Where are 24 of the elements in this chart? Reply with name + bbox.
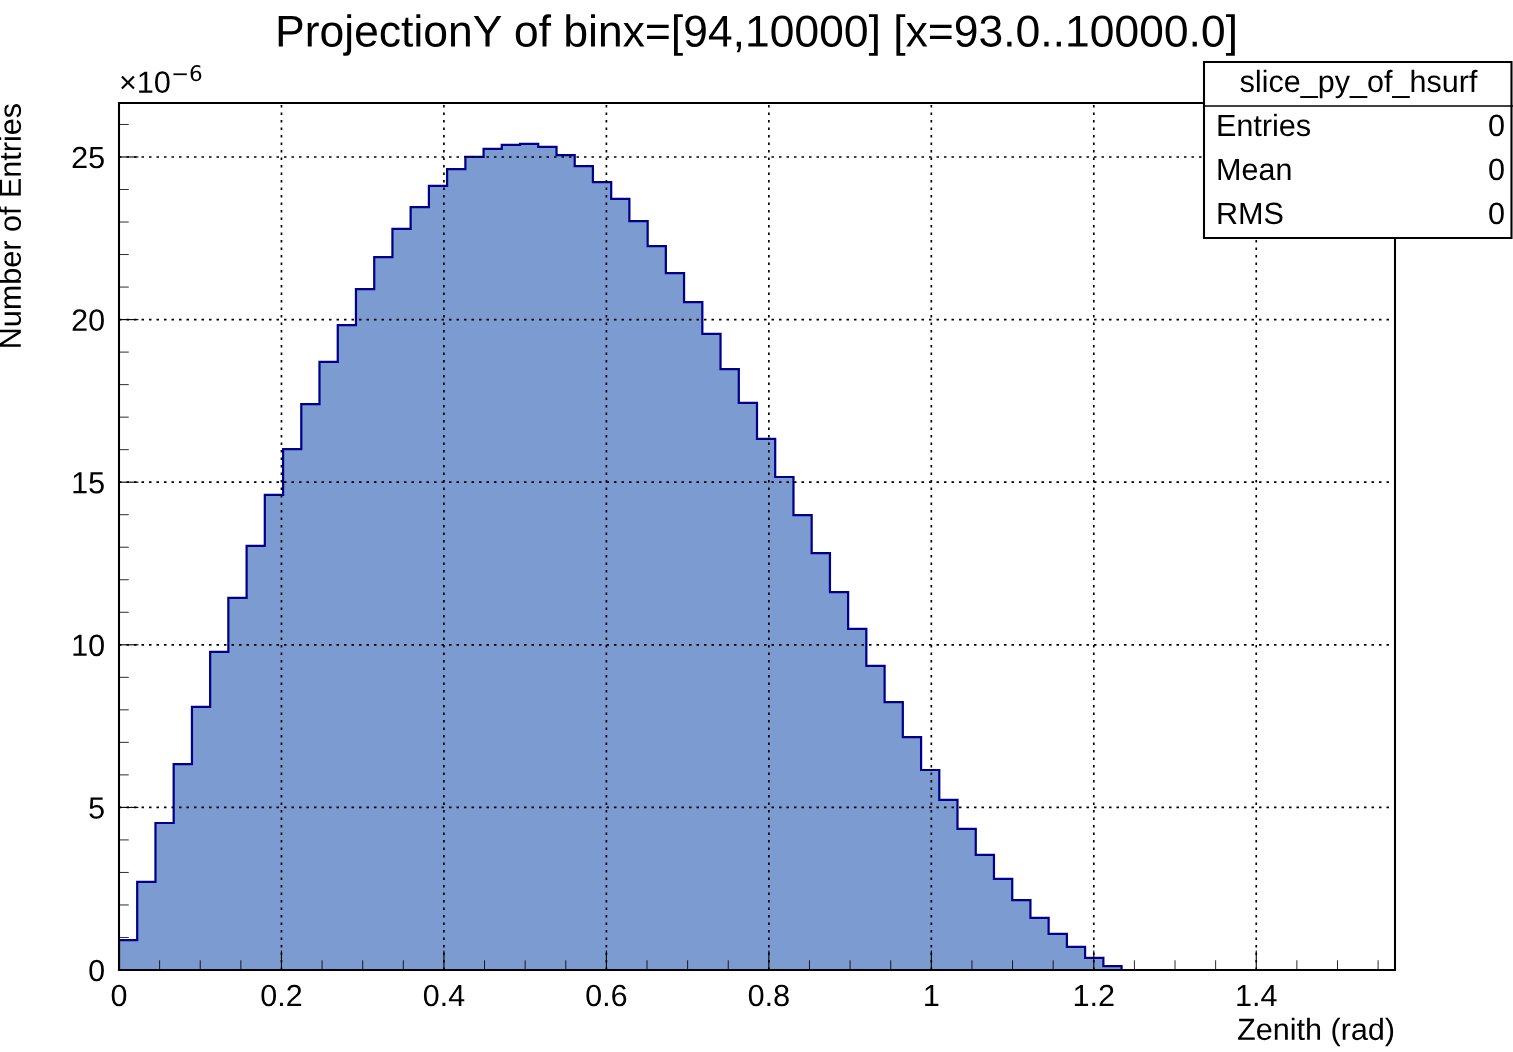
text: 0 bbox=[1489, 158, 1504, 181]
x-tick-label: 1.4 bbox=[1237, 985, 1277, 1007]
x-tick-label: 0.8 bbox=[748, 984, 789, 1007]
x-tick-label: 0 bbox=[111, 984, 127, 1007]
y-tick-label: 10 bbox=[73, 634, 104, 657]
annotation: RMS bbox=[1218, 202, 1283, 225]
text: slice_py_of_hsurf bbox=[1240, 69, 1478, 99]
x-tick-label: 1 bbox=[925, 985, 939, 1007]
annotation: Mean bbox=[1218, 158, 1291, 181]
text: ×10$^{−6}$ bbox=[121, 65, 202, 93]
text: 0 bbox=[1489, 202, 1504, 225]
annotation: Entries bbox=[1218, 113, 1310, 137]
x-tick-label: 0.2 bbox=[261, 984, 302, 1007]
y-tick-label: 20 bbox=[72, 309, 104, 331]
x-tick-label: 0.6 bbox=[586, 984, 627, 1007]
y-tick-label: 25 bbox=[72, 146, 104, 169]
x-tick-label: 0.4 bbox=[423, 984, 465, 1007]
y-tick-label: 15 bbox=[73, 472, 104, 494]
x-tick-label: 1.2 bbox=[1074, 984, 1114, 1007]
y-tick-label: 5 bbox=[89, 797, 104, 819]
x-axis-title: Zenith (rad) bbox=[1238, 1017, 1394, 1047]
text: 0 bbox=[1489, 114, 1504, 137]
y-tick-label: 0 bbox=[89, 959, 104, 982]
chart-title: ProjectionY of binx=[94,10000] [x=93.0..10000.0] bbox=[278, 14, 1235, 56]
